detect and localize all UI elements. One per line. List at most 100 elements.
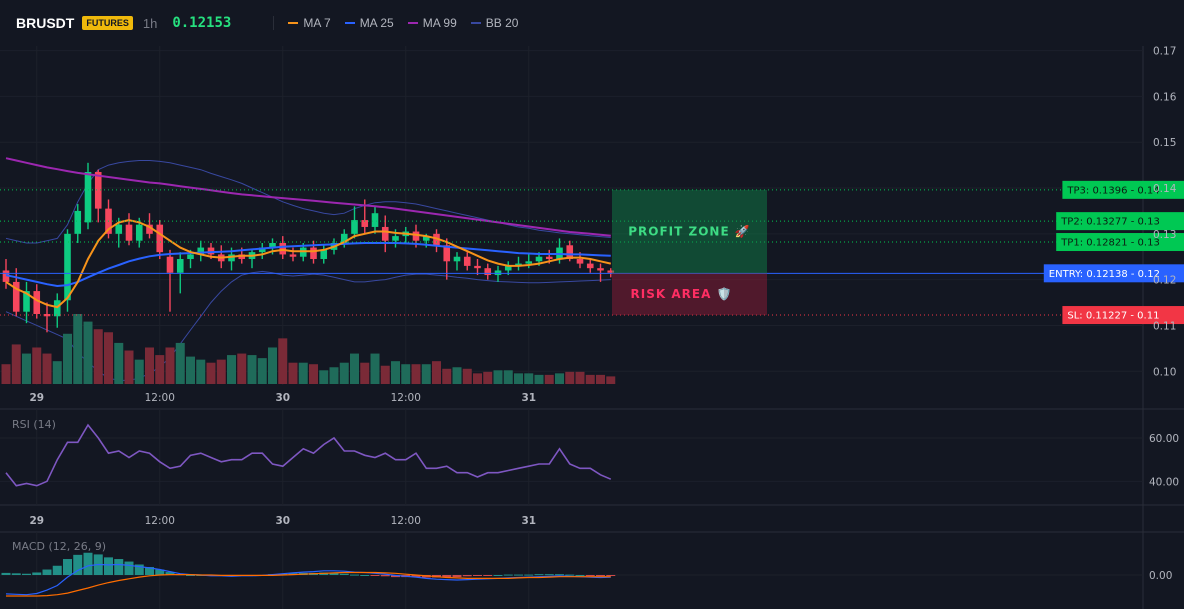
tp2-tag[interactable] bbox=[1056, 212, 1184, 231]
time-axis[interactable]: 29 12:00 30 12:00 31 29 12:00 30 12:00 31 bbox=[29, 392, 536, 527]
legend-ma25-label: MA 25 bbox=[359, 16, 394, 30]
candle-body[interactable] bbox=[545, 256, 553, 260]
candle-body[interactable] bbox=[156, 224, 164, 253]
candle-body[interactable] bbox=[381, 226, 389, 241]
symbol-name[interactable]: BRUSDT bbox=[16, 15, 75, 31]
volume-bar bbox=[596, 374, 605, 384]
price-axis[interactable]: 0.17 0.16 0.15 0.14 0.13 0.12 0.11 0.10 bbox=[1153, 46, 1177, 379]
candle-body[interactable] bbox=[453, 256, 461, 262]
macd-histogram-bar bbox=[42, 569, 52, 575]
candle-body[interactable] bbox=[135, 224, 143, 241]
macd-histogram-bar bbox=[493, 575, 503, 576]
tp3-tag[interactable] bbox=[1062, 180, 1184, 199]
moving-averages bbox=[5, 157, 612, 309]
candle-body[interactable] bbox=[187, 254, 194, 260]
candle-body[interactable] bbox=[228, 254, 235, 262]
macd-histogram-bar bbox=[555, 574, 564, 576]
volume-bar bbox=[473, 373, 482, 384]
macd-histogram-bar bbox=[1, 572, 11, 575]
candle-body[interactable] bbox=[412, 231, 420, 241]
volume-bar bbox=[421, 364, 431, 384]
candle-body[interactable] bbox=[258, 247, 266, 253]
rsi-panel[interactable]: RSI (14) 60.00 40.00 bbox=[0, 418, 1179, 488]
candle-body[interactable] bbox=[484, 268, 492, 276]
candle-body[interactable] bbox=[474, 265, 481, 269]
macd-panel[interactable]: MACD (12, 26, 9) 0.00 bbox=[0, 540, 1172, 597]
timeframe-label[interactable]: 1h bbox=[142, 15, 158, 31]
legend-ma99[interactable]: MA 99 bbox=[407, 16, 457, 30]
candle-body[interactable] bbox=[320, 249, 328, 260]
candle-body[interactable] bbox=[351, 220, 358, 234]
candle-body[interactable] bbox=[12, 281, 20, 312]
legend-ma25[interactable]: MA 25 bbox=[344, 16, 394, 30]
candle-body[interactable] bbox=[515, 263, 522, 266]
volume-bar bbox=[309, 364, 318, 384]
candle-body[interactable] bbox=[607, 270, 615, 273]
candle-body[interactable] bbox=[566, 245, 574, 260]
legend-bb20-label: BB 20 bbox=[485, 16, 519, 30]
candle-body[interactable] bbox=[146, 224, 153, 234]
macd-histogram-bar bbox=[165, 572, 175, 575]
volume-bar bbox=[503, 370, 513, 384]
candle-body[interactable] bbox=[597, 268, 604, 271]
candle-body[interactable] bbox=[535, 256, 543, 262]
candle-body[interactable] bbox=[166, 256, 174, 273]
volume-bar bbox=[134, 359, 144, 384]
trade-levels[interactable]: TP3: 0.1396 - 0.14 TP2: 0.13277 - 0.13 TP1… bbox=[0, 180, 1184, 325]
volume-bar bbox=[411, 364, 421, 384]
sl-tag-text: SL: 0.11227 - 0.11 bbox=[1067, 311, 1159, 322]
candle-body[interactable] bbox=[115, 224, 123, 234]
candle-body[interactable] bbox=[392, 236, 399, 241]
tp1-tag-text: TP1: 0.12821 - 0.13 bbox=[1060, 238, 1160, 249]
macd-histogram-bar bbox=[134, 564, 144, 575]
candle-body[interactable] bbox=[197, 247, 205, 255]
candle-body[interactable] bbox=[443, 245, 451, 262]
candle-body[interactable] bbox=[586, 263, 594, 269]
candle-body[interactable] bbox=[279, 242, 287, 255]
macd-histogram-bar bbox=[339, 573, 349, 575]
candle-body[interactable] bbox=[310, 247, 317, 260]
volume-bar bbox=[52, 361, 62, 384]
candle-body[interactable] bbox=[422, 236, 430, 241]
candle-body[interactable] bbox=[463, 256, 471, 266]
candle-body[interactable] bbox=[576, 259, 584, 264]
candle-body[interactable] bbox=[207, 247, 215, 255]
candle-body[interactable] bbox=[494, 270, 502, 276]
rsi-tick-label: 60.00 bbox=[1149, 433, 1179, 445]
volume-bar bbox=[288, 362, 298, 384]
candle-body[interactable] bbox=[64, 233, 71, 301]
candle-body[interactable] bbox=[176, 259, 184, 273]
macd-histogram-bar bbox=[22, 573, 31, 575]
candle-body[interactable] bbox=[84, 171, 92, 223]
macd-histogram-bar bbox=[503, 574, 513, 576]
candle-body[interactable] bbox=[23, 291, 30, 312]
candle-body[interactable] bbox=[94, 171, 102, 209]
candle-body[interactable] bbox=[53, 300, 61, 317]
candle-body[interactable] bbox=[504, 265, 512, 271]
entry-tag[interactable] bbox=[1043, 264, 1184, 283]
candle-body[interactable] bbox=[2, 270, 10, 282]
candle-body[interactable] bbox=[125, 224, 133, 241]
macd-title: MACD (12, 26, 9) bbox=[12, 540, 106, 553]
trade-zones: PROFIT ZONE 🚀 RISK AREA 🛡️ bbox=[612, 189, 767, 316]
candle-body[interactable] bbox=[371, 213, 379, 227]
candle-body[interactable] bbox=[289, 254, 297, 257]
candle-body[interactable] bbox=[340, 233, 348, 243]
legend-ma7[interactable]: MA 7 bbox=[288, 16, 331, 30]
candle-body[interactable] bbox=[525, 261, 533, 264]
time-tick-label: 31 bbox=[521, 515, 536, 527]
macd-histogram-bar bbox=[360, 575, 370, 576]
legend-bb20[interactable]: BB 20 bbox=[470, 16, 519, 30]
candle-body[interactable] bbox=[433, 233, 440, 246]
sl-tag[interactable] bbox=[1062, 306, 1184, 325]
macd-histogram-bar bbox=[32, 572, 42, 575]
candle-body[interactable] bbox=[74, 210, 82, 234]
candle-body[interactable] bbox=[43, 313, 51, 317]
candle-body[interactable] bbox=[361, 220, 369, 227]
candle-body[interactable] bbox=[33, 291, 41, 314]
tp1-tag[interactable] bbox=[1056, 233, 1184, 252]
macd-histogram-bar bbox=[473, 575, 482, 576]
volume-bar bbox=[63, 333, 72, 384]
candle-body[interactable] bbox=[269, 242, 276, 248]
